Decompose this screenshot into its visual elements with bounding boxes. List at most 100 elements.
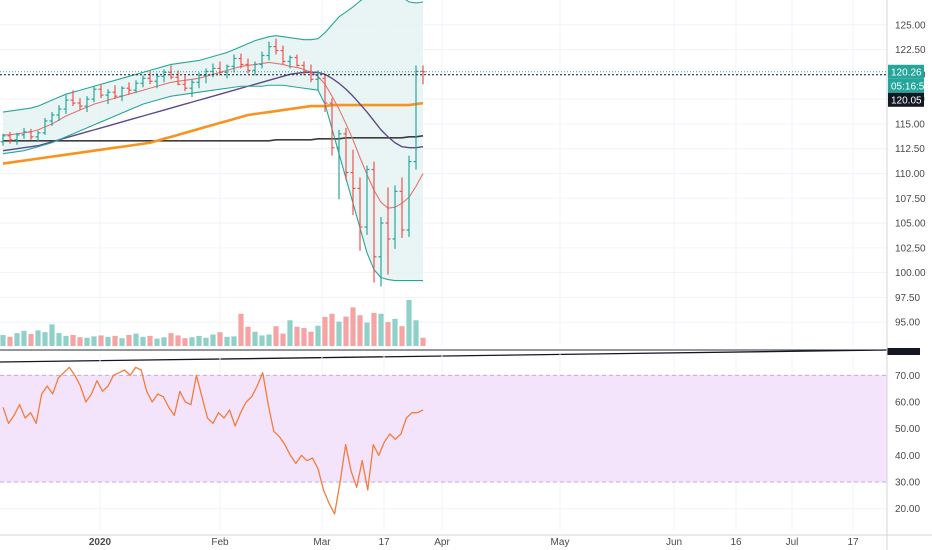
time-tick-label: 17 bbox=[378, 537, 390, 548]
ohlc-bar bbox=[322, 74, 328, 113]
volume-bar bbox=[14, 333, 20, 346]
ohlc-bar bbox=[364, 165, 370, 235]
volume-bar bbox=[322, 317, 328, 346]
time-axis: 2020 Feb Mar 17 Apr May Jun 16 Jul 17 bbox=[0, 534, 932, 548]
ohlc-bar bbox=[91, 86, 97, 103]
volume-bar bbox=[203, 337, 209, 346]
volume-bar bbox=[119, 338, 125, 346]
price-tick-label: 110.00 bbox=[895, 169, 925, 180]
volume-bar bbox=[392, 318, 398, 346]
rsi-tick-label: 20.00 bbox=[895, 504, 920, 515]
volume-bar bbox=[98, 335, 104, 346]
ohlc-bar bbox=[42, 117, 48, 135]
volume-bar bbox=[105, 336, 111, 346]
volume-bar bbox=[308, 331, 314, 346]
rsi-tick-label: 40.00 bbox=[895, 451, 920, 462]
volume-bar bbox=[245, 326, 251, 346]
volume-bar bbox=[42, 332, 48, 346]
ohlc-bar bbox=[392, 185, 398, 249]
ohlc-bar bbox=[98, 84, 104, 99]
ohlc-bar bbox=[280, 45, 286, 65]
price-tick-label: 122.50 bbox=[895, 45, 926, 56]
ohlc-bar bbox=[238, 53, 244, 69]
volume-bar bbox=[224, 336, 230, 346]
volume-bar bbox=[259, 335, 265, 346]
volume-bar bbox=[280, 333, 286, 346]
volume-bar bbox=[420, 337, 426, 346]
bollinger-band-fill bbox=[3, 0, 423, 281]
ohlc-bar bbox=[252, 61, 258, 76]
volume-bar bbox=[175, 335, 181, 346]
volume-bar bbox=[49, 324, 55, 346]
ohlc-bar bbox=[378, 217, 384, 287]
volume-bar bbox=[56, 333, 62, 346]
volume-bar bbox=[168, 333, 174, 346]
ohlc-bar bbox=[133, 80, 139, 94]
volume-bar bbox=[154, 338, 160, 346]
rsi-tick-label: 50.00 bbox=[895, 424, 920, 435]
time-tick-label: Jun bbox=[666, 537, 682, 548]
ohlc-bar bbox=[273, 38, 279, 55]
ohlc-bar bbox=[371, 161, 377, 283]
ohlc-bar bbox=[336, 129, 342, 200]
volume-bar bbox=[217, 332, 223, 346]
time-tick-label: Apr bbox=[434, 537, 450, 548]
volume-bar bbox=[364, 322, 370, 346]
volume-bar bbox=[21, 330, 27, 346]
reference_price-tag bbox=[888, 92, 924, 107]
reference_price-tag-text: 120.05 bbox=[891, 95, 922, 106]
price-tick-label: 112.50 bbox=[895, 144, 925, 155]
ohlc-bar bbox=[189, 79, 195, 98]
ohlc-bar bbox=[63, 95, 69, 115]
ohlc-bar bbox=[399, 177, 405, 238]
volume-bar bbox=[210, 334, 216, 346]
price-tick-label: 125.00 bbox=[895, 20, 926, 31]
volume-bar bbox=[161, 337, 167, 346]
ohlc-bar bbox=[28, 128, 34, 140]
ohlc-bar bbox=[294, 54, 300, 67]
price-tick-label: 107.50 bbox=[895, 194, 926, 205]
volume-bar bbox=[371, 312, 377, 346]
ohlc-bar bbox=[406, 155, 412, 237]
volume-bar bbox=[336, 321, 342, 346]
ohlc-bar bbox=[196, 72, 202, 89]
volume-bar bbox=[196, 335, 202, 346]
ohlc-bar bbox=[154, 73, 160, 89]
volume-bar bbox=[357, 315, 363, 346]
time-tick-label: 16 bbox=[730, 537, 742, 548]
ohlc-bar bbox=[147, 71, 153, 85]
price-pane[interactable] bbox=[0, 0, 888, 363]
last_price-tag bbox=[888, 64, 924, 79]
ohlc-bar bbox=[315, 70, 321, 91]
volume-bar bbox=[28, 334, 34, 346]
volume-bar bbox=[329, 313, 335, 346]
flat-line bbox=[3, 135, 424, 142]
volume-bar bbox=[70, 334, 76, 346]
ohlc-bar bbox=[343, 127, 349, 181]
time-tick-label: Feb bbox=[211, 537, 229, 548]
ohlc-bar bbox=[105, 89, 111, 105]
ohlc-bar bbox=[119, 86, 125, 102]
price-tick-label: 105.00 bbox=[895, 219, 926, 230]
rsi-line bbox=[2, 366, 424, 515]
ohlc-bar bbox=[259, 51, 265, 69]
volume-bar bbox=[63, 335, 69, 346]
volume-bar bbox=[273, 326, 279, 346]
rsi-pane[interactable] bbox=[0, 354, 887, 530]
rsi-tick-label: 30.00 bbox=[895, 478, 920, 489]
ohlc-bar bbox=[266, 41, 272, 61]
price-tick-label: 115.00 bbox=[895, 119, 925, 130]
ohlc-bar bbox=[56, 105, 62, 121]
time-tick-label: Mar bbox=[313, 537, 331, 548]
volume-bar bbox=[91, 336, 97, 346]
ohlc-bar bbox=[217, 61, 223, 76]
volume-bar bbox=[182, 338, 188, 346]
time-tick-label: 17 bbox=[847, 537, 859, 548]
trend-line-tag bbox=[887, 348, 920, 355]
ohlc-bar bbox=[35, 130, 41, 142]
price-tick-label: 102.50 bbox=[895, 243, 926, 254]
rsi-band-fill bbox=[0, 375, 887, 482]
ohlc-bar bbox=[112, 85, 118, 100]
ohlc-bar bbox=[0, 133, 6, 146]
